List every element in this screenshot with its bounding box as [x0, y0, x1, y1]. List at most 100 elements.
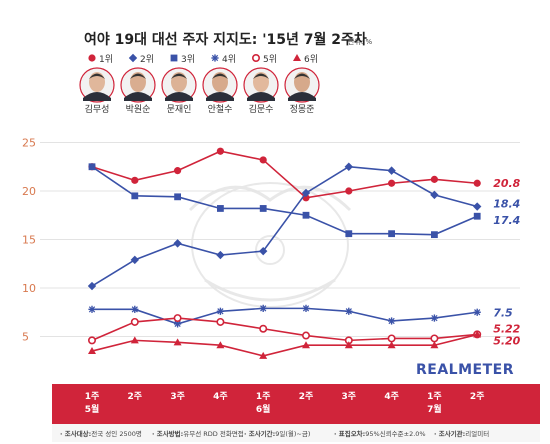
footer-item: · 조사대상:전국 성인 2500명 — [60, 429, 142, 438]
data-point — [431, 231, 438, 239]
data-point — [88, 347, 96, 355]
portrait-hair — [253, 73, 269, 79]
data-point — [259, 304, 267, 312]
data-point — [259, 205, 267, 212]
y-tick-label: 10 — [22, 282, 36, 295]
data-point — [345, 230, 353, 238]
data-point — [173, 239, 182, 248]
x-tick-label: 1주 — [427, 391, 442, 402]
portrait-hair — [171, 73, 187, 79]
data-point — [131, 192, 139, 200]
candidate-name: 김문수 — [249, 103, 274, 115]
brand-logo-text: REALMETER — [416, 362, 514, 378]
footer-value: 95%신뢰수준±2.0% — [365, 429, 425, 438]
portrait-suit — [206, 92, 234, 101]
footer-label: · 조사기간: — [244, 429, 275, 438]
chart-title: 여야 19대 대선 주자 지지도: '15년 7월 2주차 — [84, 31, 367, 48]
x-axis-band — [52, 384, 540, 424]
x-tick-label: 4주 — [213, 391, 228, 402]
data-point — [216, 307, 224, 315]
data-point — [430, 341, 439, 349]
x-tick-label: 2주 — [128, 391, 143, 402]
series-end-label: 5.20 — [493, 335, 520, 348]
data-point — [259, 156, 267, 164]
data-point — [88, 336, 97, 345]
data-point — [473, 330, 482, 338]
data-point — [473, 179, 481, 187]
legend-label: 5위 — [263, 54, 277, 65]
y-tick-label: 15 — [22, 234, 36, 247]
series-end-label: 17.4 — [493, 214, 520, 227]
portrait-hair — [89, 73, 105, 79]
data-point — [174, 193, 181, 201]
emblem-watermark — [188, 182, 352, 308]
data-point — [430, 190, 439, 200]
legend-item: 4위 — [211, 54, 236, 65]
legend-item: 3위 — [170, 54, 195, 65]
series-line — [91, 165, 478, 287]
data-point — [388, 317, 396, 325]
legend-label: 4위 — [222, 54, 236, 65]
candidate-portrait: 안철수 — [202, 67, 238, 115]
footer-item: · 표집오차:95%신뢰수준±2.0% — [334, 429, 426, 438]
series-line — [92, 307, 478, 325]
data-point — [345, 187, 353, 195]
data-point — [173, 338, 182, 346]
x-tick-month: 7월 — [427, 403, 442, 415]
y-tick-label: 20 — [22, 185, 36, 198]
footer-band — [52, 424, 540, 442]
series-5: 5.22 — [88, 314, 521, 345]
footer-label: · 조사기관: — [434, 429, 465, 438]
data-point — [211, 54, 219, 62]
portrait-face — [89, 72, 105, 92]
portrait-face — [294, 72, 310, 92]
candidate-name: 정몽준 — [290, 104, 315, 115]
data-point — [87, 281, 97, 291]
candidate-portrait: 김무성 — [79, 67, 115, 115]
candidate-name: 문재인 — [167, 104, 192, 115]
data-point — [344, 341, 353, 349]
series-line — [91, 150, 478, 199]
data-point — [387, 334, 396, 343]
series-6: 5.20 — [88, 330, 521, 359]
portrait-suit — [165, 92, 193, 101]
portrait-hair — [294, 73, 310, 79]
footer-label: · 표집오차: — [334, 429, 365, 438]
portrait-suit — [288, 92, 316, 101]
candidate-portrait: 문재인 — [161, 67, 197, 115]
portrait-face — [130, 72, 146, 92]
candidate-name: 박원순 — [126, 104, 151, 115]
legend-label: 3위 — [181, 54, 195, 65]
series-line — [91, 166, 478, 236]
data-point — [259, 351, 268, 359]
series-line — [91, 333, 478, 357]
series-4: 7.5 — [88, 304, 513, 328]
x-tick-label: 2주 — [470, 391, 485, 402]
data-point — [388, 179, 396, 187]
legend-item: 6위 — [293, 54, 318, 65]
x-tick-label: 1주 — [256, 391, 271, 402]
data-point — [473, 308, 481, 316]
footer-text: · 조사대상:전국 성인 2500명 — [60, 429, 142, 438]
data-point — [387, 341, 396, 349]
portrait-suit — [247, 92, 275, 101]
data-point — [88, 54, 96, 62]
footer-label: · 조사방법: — [152, 429, 183, 438]
data-point — [170, 54, 178, 62]
candidate-portrait: 정몽준 — [284, 67, 320, 115]
data-point — [88, 163, 96, 171]
x-tick-label: 4주 — [384, 391, 399, 402]
data-point — [131, 305, 139, 313]
data-point — [387, 166, 396, 175]
legend-item: 5위 — [252, 53, 277, 65]
legend-item: 2위 — [128, 53, 154, 65]
legend-label: 2위 — [140, 54, 154, 65]
unit-label: 단위: % — [348, 37, 372, 46]
series-line — [91, 317, 478, 342]
data-point — [217, 205, 224, 212]
footer-text: · 조사기관:리얼미터 — [434, 429, 489, 438]
data-point — [302, 341, 310, 349]
portrait-hair — [212, 73, 228, 79]
portrait-hair — [130, 73, 146, 79]
